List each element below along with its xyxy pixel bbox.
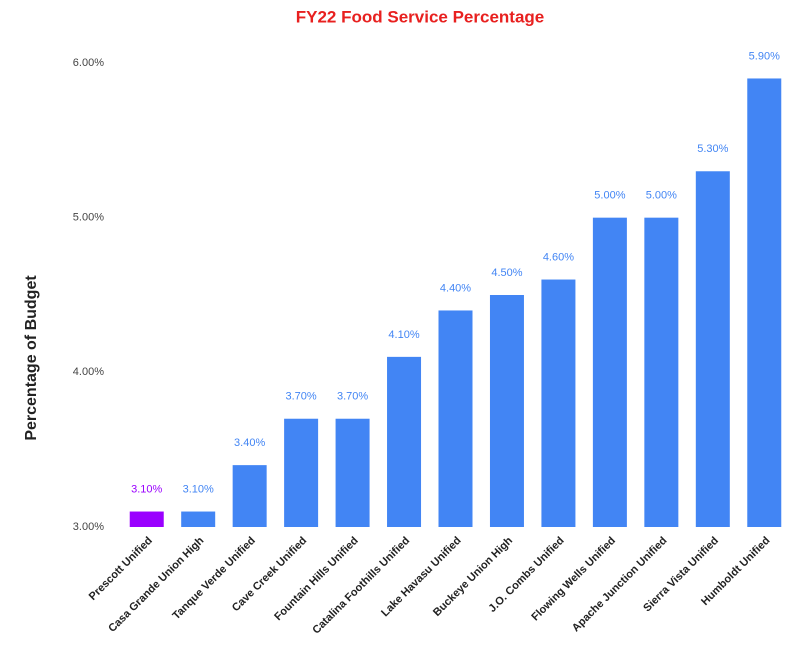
x-tick-label: Apache Junction Unified xyxy=(570,535,670,635)
x-tick-label: Fountain Hills Unified xyxy=(272,535,360,623)
value-label: 4.40% xyxy=(440,282,471,294)
value-label: 3.10% xyxy=(131,483,162,495)
chart-title: FY22 Food Service Percentage xyxy=(296,7,545,26)
bar xyxy=(284,418,319,527)
value-label: 5.00% xyxy=(646,190,677,202)
value-label: 3.70% xyxy=(286,391,317,403)
x-tick-label: Casa Grande Union High xyxy=(106,534,206,634)
value-label: 5.00% xyxy=(594,190,625,202)
value-label: 5.30% xyxy=(697,143,728,155)
bar xyxy=(489,295,524,527)
x-tick-label: Catalina Foothills Unified xyxy=(310,535,412,637)
y-tick-label: 3.00% xyxy=(73,521,104,533)
bar xyxy=(695,171,730,527)
x-tick-label: Flowing Wells Unified xyxy=(529,535,618,624)
value-label: 3.40% xyxy=(234,437,265,449)
bar xyxy=(232,465,267,527)
bar xyxy=(592,217,627,527)
value-label: 4.50% xyxy=(491,267,522,279)
bar xyxy=(129,511,164,527)
y-tick-label: 6.00% xyxy=(73,57,104,69)
value-label: 4.60% xyxy=(543,251,574,263)
value-label: 3.10% xyxy=(183,483,214,495)
value-label: 4.10% xyxy=(388,329,419,341)
bar xyxy=(387,356,422,527)
y-axis-label: Percentage of Budget xyxy=(23,275,40,441)
value-label: 3.70% xyxy=(337,391,368,403)
bar xyxy=(541,279,576,527)
bar xyxy=(747,78,782,527)
y-tick-label: 5.00% xyxy=(73,212,104,224)
bar xyxy=(181,511,216,527)
value-label: 5.90% xyxy=(749,50,780,62)
bar xyxy=(644,217,679,527)
bar xyxy=(335,418,370,527)
y-tick-label: 4.00% xyxy=(73,366,104,378)
bar xyxy=(438,310,473,527)
